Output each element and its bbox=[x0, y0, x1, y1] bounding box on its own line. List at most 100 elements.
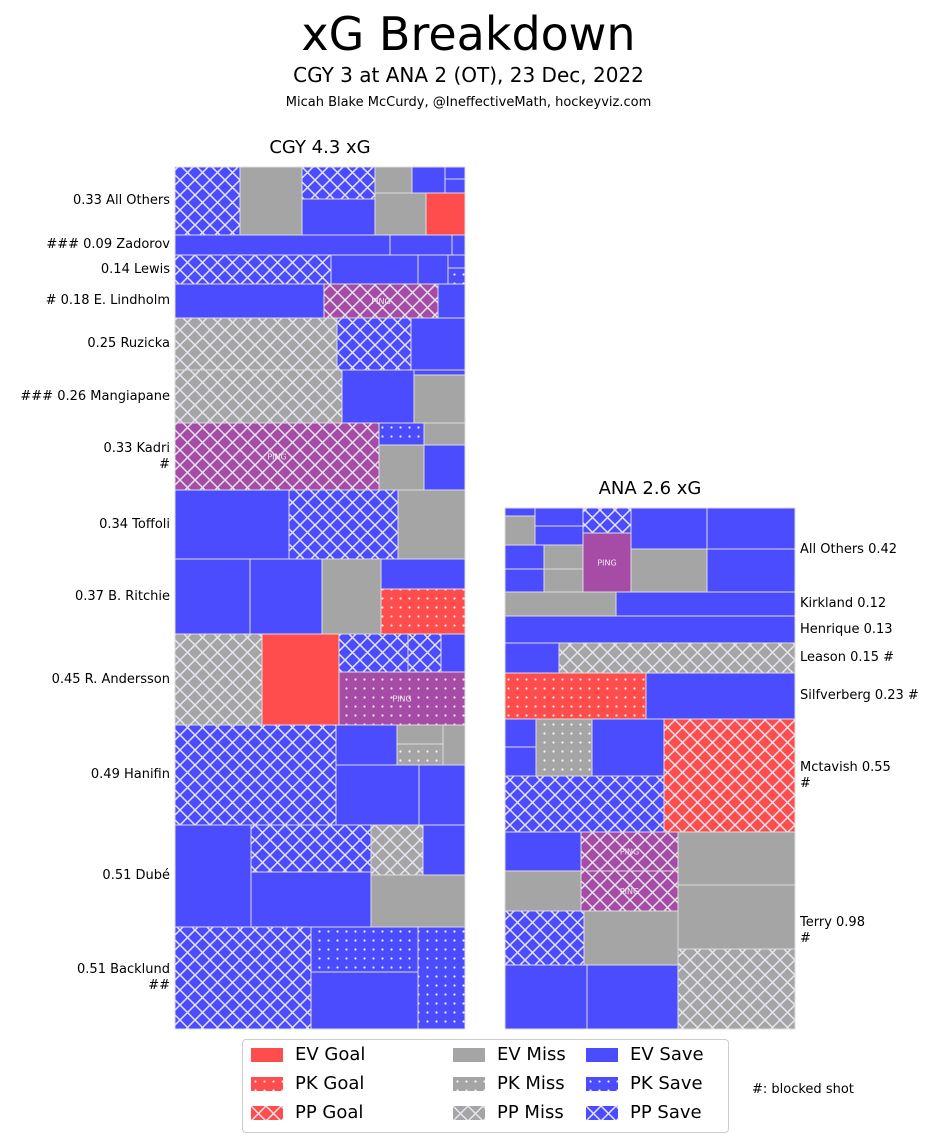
shot-pattern-dots bbox=[339, 672, 465, 725]
shot-rect-ev-save bbox=[451, 234, 466, 256]
shot-rect-ev-save bbox=[504, 718, 537, 748]
cgy-panel-title: CGY 4.3 xG bbox=[269, 137, 371, 158]
legend-swatch bbox=[453, 1077, 485, 1091]
shot-pattern-hatch bbox=[581, 832, 678, 871]
shot-rect-ev-miss bbox=[677, 884, 796, 950]
shot-rect-ev-save bbox=[417, 254, 449, 285]
shot-rect-ev-save bbox=[249, 558, 323, 635]
shot-rect-ev-miss bbox=[239, 166, 303, 236]
shot-pattern-hatch bbox=[583, 508, 631, 533]
legend-swatch bbox=[586, 1077, 618, 1091]
ana-player-block: PING PING bbox=[504, 831, 796, 1030]
shot-rect-ev-save bbox=[615, 591, 796, 617]
shot-pattern-hatch bbox=[175, 423, 379, 490]
ana-player-block bbox=[504, 672, 796, 720]
shot-rect-ev-miss bbox=[630, 548, 708, 593]
cgy-player-label: ### 0.09 Zadorov bbox=[46, 237, 170, 252]
blocked-shot-note: #: blocked shot bbox=[752, 1082, 854, 1097]
shot-rect-ev-save bbox=[423, 444, 466, 491]
shot-rect-ev-save bbox=[174, 824, 252, 928]
ana-player-block: PING bbox=[504, 507, 796, 593]
shot-pattern-dots bbox=[536, 719, 592, 776]
cgy-treemap: PING PING PING bbox=[174, 166, 466, 1030]
ana-player-block bbox=[504, 718, 796, 833]
legend-swatch bbox=[586, 1048, 618, 1062]
cgy-player-label: 0.37 B. Ritchie bbox=[75, 588, 170, 604]
shot-pattern-hatch bbox=[175, 927, 311, 1029]
legend-label: PK Save bbox=[630, 1073, 703, 1094]
shot-pattern-hatch bbox=[175, 634, 262, 725]
shot-rect-ev-miss bbox=[442, 724, 466, 766]
shot-pattern-hatch bbox=[175, 318, 337, 370]
shot-rect-ev-save bbox=[534, 525, 584, 546]
ana-player-label: Mctavish 0.55 # bbox=[800, 759, 891, 791]
legend-label: PK Goal bbox=[295, 1073, 365, 1094]
shot-pattern-hatch bbox=[175, 167, 240, 235]
shot-rect-ev-goal bbox=[425, 192, 466, 236]
shot-rect-ev-save bbox=[630, 507, 708, 550]
shot-rect-ev-ping bbox=[582, 532, 632, 593]
legend-swatch bbox=[251, 1048, 283, 1062]
legend-swatch bbox=[453, 1048, 485, 1062]
cgy-player-label: 0.34 Toffoli bbox=[99, 516, 170, 532]
shot-rect-ev-save bbox=[174, 234, 391, 256]
ana-player-label: Terry 0.98 # bbox=[800, 914, 865, 946]
shot-pattern-dots bbox=[379, 423, 424, 445]
chart-subtitle: CGY 3 at ANA 2 (OT), 23 Dec, 2022 bbox=[293, 63, 644, 87]
shot-rect-ev-save bbox=[410, 317, 466, 371]
shot-rect-ev-miss bbox=[504, 515, 536, 546]
legend: EV Goal PK Goal PP Goal EV Miss PK Miss PP Mi… bbox=[242, 1039, 729, 1133]
cgy-player-label: 0.14 Lewis bbox=[100, 261, 170, 277]
cgy-player-label: 0.33 All Others bbox=[72, 193, 170, 208]
ana-player-label: Leason 0.15 # bbox=[800, 650, 895, 665]
shot-rect-ev-save bbox=[330, 254, 419, 285]
shot-rect-ev-miss bbox=[423, 422, 466, 446]
cgy-player-label: 0.51 Dubé bbox=[102, 868, 170, 883]
shot-rect-ev-save bbox=[504, 642, 560, 674]
chart-title: xG Breakdown bbox=[301, 7, 636, 61]
cgy-player-block bbox=[174, 824, 466, 928]
shot-rect-ev-save bbox=[586, 964, 679, 1030]
shot-rect-ev-save bbox=[422, 824, 466, 876]
shot-rect-ev-miss bbox=[583, 910, 679, 966]
shot-pattern-hatch bbox=[664, 719, 795, 832]
cgy-player-block bbox=[174, 166, 466, 236]
shot-rect-ev-save bbox=[444, 178, 466, 194]
shot-pattern-hatch bbox=[251, 825, 371, 872]
shot-rect-ev-save bbox=[418, 764, 466, 826]
cgy-player-block bbox=[174, 369, 466, 424]
legend-label: PP Goal bbox=[295, 1102, 364, 1123]
cgy-player-label: 0.51 Backlund ## bbox=[77, 962, 170, 993]
ana-player-label: Henrique 0.13 bbox=[800, 621, 893, 637]
shot-rect-ev-save bbox=[335, 724, 398, 766]
shot-rect-ev-miss bbox=[677, 831, 796, 886]
shot-rect-ev-miss bbox=[378, 444, 425, 491]
shot-pattern-hatch bbox=[581, 871, 678, 911]
cgy-player-label: 0.25 Ruzicka bbox=[87, 336, 170, 351]
ana-player-block bbox=[504, 591, 796, 617]
shot-rect-ev-save bbox=[444, 166, 466, 180]
chart-credit: Micah Blake McCurdy, @IneffectiveMath, h… bbox=[285, 95, 652, 110]
shot-rect-ev-miss bbox=[374, 192, 427, 236]
shot-rect-ev-save bbox=[504, 964, 588, 1030]
ping-label: PING bbox=[597, 559, 616, 568]
shot-rect-ev-miss bbox=[413, 374, 466, 424]
legend-swatch bbox=[251, 1106, 283, 1120]
shot-rect-ev-save bbox=[534, 507, 584, 527]
shot-rect-ev-save bbox=[504, 831, 582, 872]
shot-rect-ev-save bbox=[250, 871, 372, 928]
cgy-player-label: 0.49 Hanifin bbox=[90, 767, 170, 782]
shot-rect-ev-save bbox=[437, 283, 466, 319]
ana-treemap: PING PING PING bbox=[504, 507, 796, 1030]
shot-rect-ev-miss bbox=[396, 724, 444, 745]
shot-pattern-hatch bbox=[337, 318, 411, 370]
shot-pattern-hatch bbox=[175, 255, 331, 284]
shot-pattern-dots bbox=[418, 927, 465, 1029]
shot-pattern-hatch bbox=[339, 634, 408, 672]
cgy-player-block bbox=[174, 724, 466, 826]
legend-label: PP Save bbox=[630, 1102, 702, 1123]
shot-pattern-hatch bbox=[302, 167, 375, 199]
shot-pattern-hatch bbox=[175, 370, 342, 423]
shot-rect-ev-miss bbox=[543, 568, 584, 593]
